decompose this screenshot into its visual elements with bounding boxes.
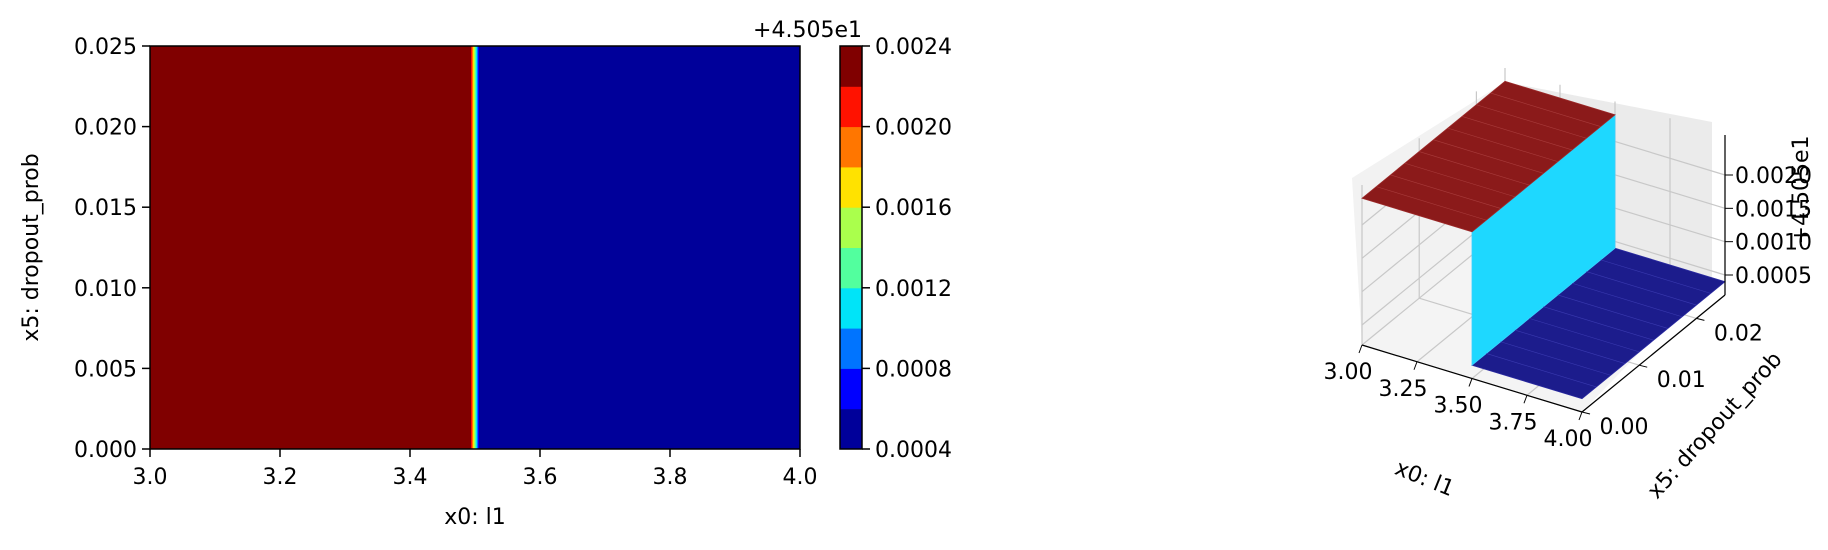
colorbar-tick-label: 0.0008 bbox=[875, 357, 952, 382]
surface-z-tick-label: 0.0015 bbox=[1735, 197, 1812, 222]
heatmap-transition-band bbox=[478, 46, 480, 449]
surface-mesh-line bbox=[1543, 306, 1654, 341]
colorbar: 0.0004 0.0008 0.0012 0.0016 0.0020 0.0024 +4.… bbox=[753, 18, 952, 463]
colorbar-ticks: 0.0004 0.0008 0.0012 0.0016 0.0020 0.0024 bbox=[862, 35, 952, 463]
surface-mesh-line bbox=[1447, 127, 1558, 162]
colorbar-tick-label: 0.0004 bbox=[875, 438, 952, 463]
colorbar-band bbox=[840, 86, 862, 128]
surface-y-ticks: 0.00 0.01 0.02 bbox=[1581, 317, 1763, 440]
surface-mesh-line bbox=[1490, 92, 1601, 127]
surface-y-tick-label: 0.00 bbox=[1600, 415, 1649, 440]
surface-z-tick-label: 0.0020 bbox=[1735, 164, 1812, 189]
surface-x-tick-label: 3.50 bbox=[1434, 394, 1483, 419]
heatmap-y-axis-label: x5: dropout_prob bbox=[19, 153, 44, 341]
heatmap-y-tick-label: 0.000 bbox=[74, 438, 137, 463]
colorbar-band bbox=[840, 126, 862, 168]
surface-x-tick-mark bbox=[1468, 378, 1473, 387]
surface-z-axis-label: +4.505e1 bbox=[1789, 136, 1814, 245]
colorbar-band bbox=[840, 368, 862, 410]
heatmap-x-ticks: 3.0 3.2 3.4 3.6 3.8 4.0 bbox=[133, 449, 818, 490]
heatmap-x-tick-label: 3.6 bbox=[523, 465, 558, 490]
surface-mesh-line bbox=[1433, 139, 1544, 174]
colorbar-frame bbox=[839, 45, 863, 450]
heatmap-transition-band bbox=[470, 46, 472, 449]
heatmap-frame bbox=[149, 45, 801, 450]
surface-mesh-line bbox=[1390, 174, 1501, 209]
colorbar-offset-label: +4.505e1 bbox=[753, 18, 862, 43]
surface-x-tick-mark bbox=[1578, 411, 1583, 421]
colorbar-band bbox=[840, 166, 862, 208]
heatmap-transition-band bbox=[473, 46, 475, 449]
surface-mesh-line bbox=[1376, 186, 1487, 221]
colorbar-band bbox=[840, 46, 862, 87]
heatmap-region-high bbox=[150, 46, 470, 449]
heatmap-y-tick-label: 0.010 bbox=[74, 277, 137, 302]
surface-mesh-line bbox=[1557, 294, 1668, 329]
surface-x-tick-label: 3.75 bbox=[1489, 410, 1538, 435]
colorbar-tick-label: 0.0012 bbox=[875, 277, 952, 302]
heatmap-transition-band bbox=[471, 46, 473, 449]
surface-x-ticks: 3.003.253.503.754.00 bbox=[1324, 344, 1593, 452]
surface-mesh-line bbox=[1419, 151, 1530, 186]
surface-y-tick-mark bbox=[1696, 317, 1705, 321]
heatmap-x-tick-label: 3.4 bbox=[393, 465, 428, 490]
heatmap-x-tick-label: 3.2 bbox=[263, 465, 298, 490]
heatmap-y-tick-label: 0.005 bbox=[74, 357, 137, 382]
colorbar-bands bbox=[840, 46, 862, 450]
heatmap-transition-band bbox=[479, 46, 481, 449]
surface-x-tick-mark bbox=[1523, 395, 1528, 404]
colorbar-tick-label: 0.0020 bbox=[875, 116, 952, 141]
surface-x-tick-mark bbox=[1413, 361, 1418, 370]
heatmap-y-tick-label: 0.025 bbox=[74, 35, 137, 60]
surface-y-tick-label: 0.01 bbox=[1657, 368, 1706, 393]
surface-z-tick-label: 0.0005 bbox=[1735, 264, 1812, 289]
surface-y-tick-label: 0.02 bbox=[1714, 321, 1763, 346]
heatmap-x-tick-label: 3.8 bbox=[653, 465, 688, 490]
surface-y-tick-mark bbox=[1581, 411, 1591, 415]
surface-y-tick-mark bbox=[1639, 364, 1648, 368]
surface-mesh bbox=[1361, 80, 1726, 400]
surface-panel: 3.003.253.503.754.00 0.00 0.01 0.02 0.0005… bbox=[1324, 68, 1814, 504]
surface-mesh-line bbox=[1586, 271, 1697, 306]
surface-mesh-line bbox=[1404, 162, 1515, 198]
heatmap-y-ticks: 0.000 0.005 0.010 0.015 0.020 0.025 bbox=[74, 35, 150, 463]
surface-mesh-line bbox=[1514, 329, 1625, 364]
surface-z-ticks: 0.0005 0.0010 0.0015 0.0020 bbox=[1725, 164, 1812, 289]
colorbar-band bbox=[840, 287, 862, 329]
colorbar-band bbox=[840, 247, 862, 289]
surface-x-axis-label: x0: l1 bbox=[1391, 456, 1457, 502]
surface-mesh-line bbox=[1462, 116, 1573, 151]
surface-x-tick-label: 3.00 bbox=[1324, 360, 1373, 385]
surface-y-axis-line bbox=[1581, 294, 1726, 413]
heatmap-region-low bbox=[480, 46, 800, 449]
heatmap-transition-band bbox=[476, 46, 478, 449]
surface-mesh-line bbox=[1600, 259, 1711, 294]
surface-x-tick-label: 3.25 bbox=[1379, 377, 1428, 402]
heatmap-x-tick-label: 3.0 bbox=[133, 465, 168, 490]
heatmap-y-tick-label: 0.015 bbox=[74, 196, 137, 221]
surface-z-tick-label: 0.0010 bbox=[1735, 231, 1812, 256]
heatmap-x-axis-label: x0: l1 bbox=[444, 505, 506, 530]
heatmap-area bbox=[150, 46, 800, 449]
surface-mesh-line bbox=[1572, 282, 1683, 318]
colorbar-tick-label: 0.0016 bbox=[875, 196, 952, 221]
surface-mesh-line bbox=[1500, 341, 1611, 376]
heatmap-transition-band bbox=[474, 46, 476, 449]
surface-x-tick-label: 4.00 bbox=[1544, 427, 1593, 452]
surface-mesh-line bbox=[1529, 318, 1640, 353]
heatmap-transition-band bbox=[475, 46, 477, 449]
surface-mesh-line bbox=[1486, 353, 1597, 388]
colorbar-band bbox=[840, 207, 862, 248]
heatmap-x-tick-label: 4.0 bbox=[783, 465, 818, 490]
colorbar-band bbox=[840, 408, 862, 450]
surface-mesh-line bbox=[1476, 104, 1587, 139]
heatmap-panel: 3.0 3.2 3.4 3.6 3.8 4.0 0.0000.0050.0100.0150… bbox=[19, 35, 818, 530]
colorbar-tick-label: 0.0024 bbox=[875, 35, 952, 60]
heatmap-transition-band bbox=[477, 46, 479, 449]
colorbar-band bbox=[840, 328, 862, 369]
heatmap-y-tick-label: 0.020 bbox=[74, 116, 137, 141]
heatmap-transition-band bbox=[472, 46, 474, 449]
surface-x-tick-mark bbox=[1358, 344, 1363, 354]
